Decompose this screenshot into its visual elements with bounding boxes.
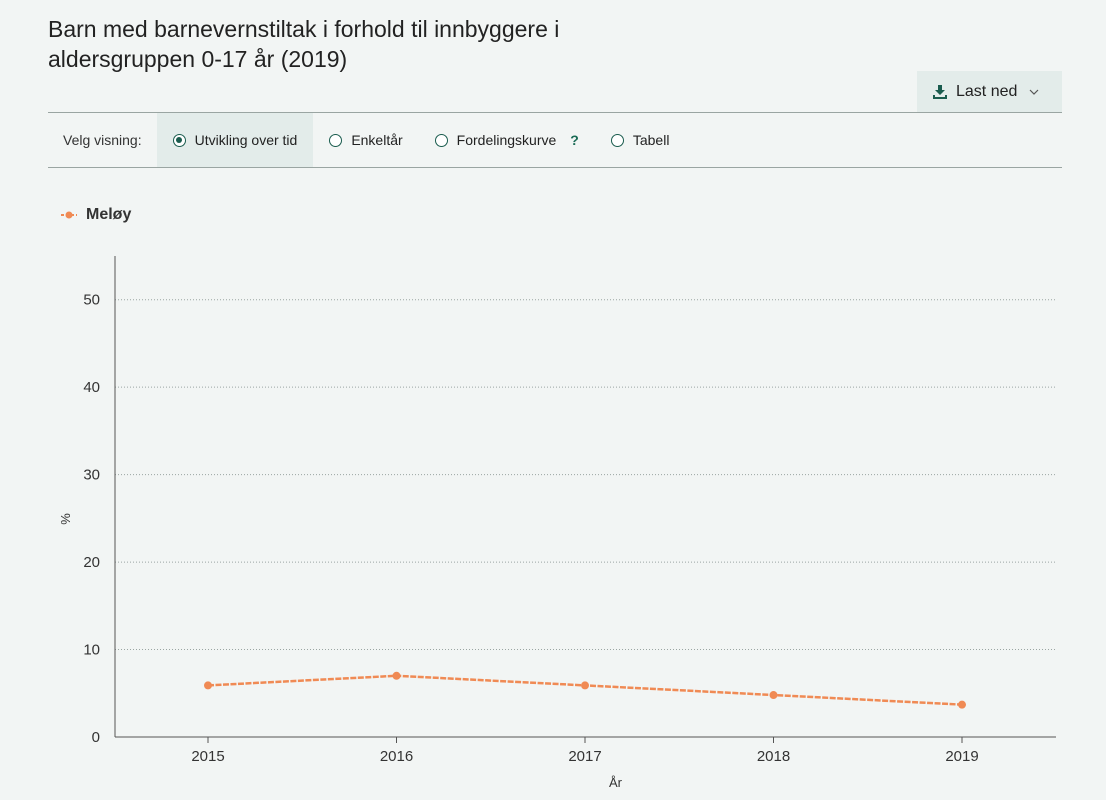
view-selector-label: Velg visning: bbox=[63, 132, 142, 148]
view-option-label: Fordelingskurve bbox=[456, 132, 557, 148]
y-tick-label: 20 bbox=[83, 554, 100, 571]
view-option-trend[interactable]: Utvikling over tid bbox=[156, 113, 314, 167]
view-option-distribution[interactable]: Fordelingskurve ? bbox=[419, 113, 595, 167]
view-option-label: Tabell bbox=[632, 132, 670, 148]
view-option-label: Enkeltår bbox=[351, 132, 403, 148]
series-line bbox=[207, 674, 963, 706]
data-point bbox=[204, 681, 212, 690]
x-tick-label: 2017 bbox=[568, 748, 601, 765]
chart-title: Barn med barnevernstiltak i forhold til … bbox=[48, 16, 560, 72]
radio-selected-icon bbox=[172, 133, 186, 147]
download-icon bbox=[933, 84, 947, 99]
view-option-table[interactable]: Tabell bbox=[595, 113, 686, 167]
data-point bbox=[392, 671, 401, 680]
data-point bbox=[769, 691, 778, 700]
chart-legend[interactable]: Meløy bbox=[60, 206, 131, 224]
x-tick-label: 2015 bbox=[191, 748, 224, 765]
y-tick-label: 30 bbox=[83, 467, 100, 484]
y-tick-label: 40 bbox=[83, 379, 100, 396]
data-point bbox=[958, 700, 966, 709]
y-axis-label: % bbox=[58, 513, 73, 525]
help-icon[interactable]: ? bbox=[570, 132, 579, 148]
x-tick-label: 2016 bbox=[380, 748, 413, 765]
data-point bbox=[581, 681, 589, 690]
radio-icon bbox=[434, 133, 448, 147]
radio-icon bbox=[329, 133, 343, 147]
x-tick-label: 2018 bbox=[757, 748, 790, 765]
view-option-label: Utvikling over tid bbox=[194, 132, 298, 148]
y-tick-label: 10 bbox=[83, 642, 100, 659]
download-button[interactable]: Last ned bbox=[917, 71, 1062, 112]
view-selector: Velg visning: Utvikling over tid Enkeltå… bbox=[48, 112, 1062, 168]
y-tick-label: 50 bbox=[83, 292, 100, 309]
y-tick-label: 0 bbox=[92, 729, 100, 746]
x-axis-label: År bbox=[609, 775, 623, 790]
view-option-single-year[interactable]: Enkeltår bbox=[313, 113, 418, 167]
x-tick-label: 2019 bbox=[945, 748, 978, 765]
radio-icon bbox=[610, 133, 624, 147]
chevron-down-icon bbox=[1029, 89, 1039, 95]
download-label: Last ned bbox=[956, 82, 1018, 100]
legend-line-icon bbox=[61, 211, 77, 219]
legend-label: Meløy bbox=[86, 206, 132, 223]
